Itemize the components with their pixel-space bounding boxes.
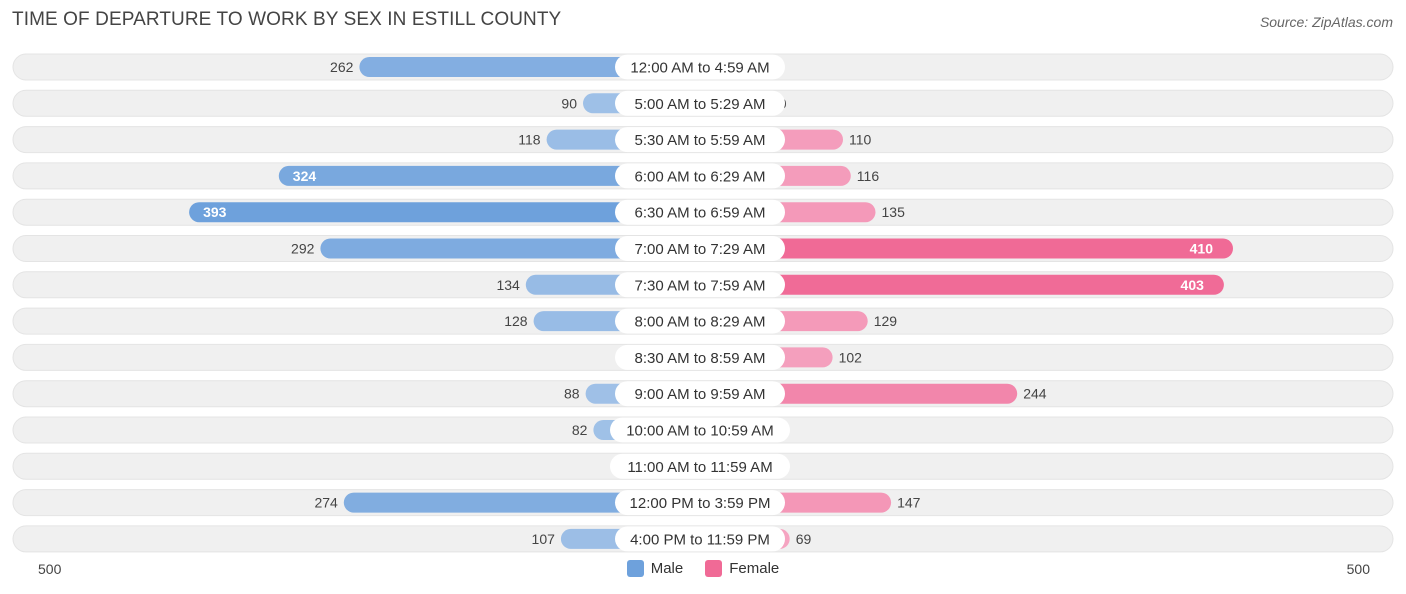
value-label-female: 129 bbox=[874, 313, 898, 329]
chart-source: Source: ZipAtlas.com bbox=[1259, 14, 1393, 30]
value-label-female: 102 bbox=[839, 349, 863, 365]
category-label: 6:00 AM to 6:29 AM bbox=[635, 168, 766, 185]
category-pill bbox=[615, 90, 785, 116]
value-label-male: 128 bbox=[504, 313, 528, 329]
value-label-male: 107 bbox=[532, 531, 556, 547]
value-label-male: 90 bbox=[561, 95, 577, 111]
category-label: 5:30 AM to 5:59 AM bbox=[635, 132, 766, 149]
value-label-female: 410 bbox=[1190, 241, 1214, 257]
category-label: 11:00 AM to 11:59 AM bbox=[627, 459, 772, 476]
value-label-female: 244 bbox=[1023, 386, 1047, 402]
value-label-female: 135 bbox=[882, 204, 906, 220]
chart-title: TIME OF DEPARTURE TO WORK BY SEX IN ESTI… bbox=[12, 9, 562, 30]
value-label-male: 118 bbox=[518, 132, 541, 148]
category-pill bbox=[615, 236, 785, 261]
category-label: 7:30 AM to 7:59 AM bbox=[635, 277, 766, 294]
category-label: 8:30 AM to 8:59 AM bbox=[635, 350, 766, 367]
legend-label-female: Female bbox=[729, 560, 780, 577]
category-label: 9:00 AM to 9:59 AM bbox=[635, 386, 766, 403]
legend-swatch-female bbox=[705, 560, 723, 577]
value-label-female: 147 bbox=[897, 495, 921, 511]
category-pill bbox=[615, 490, 785, 516]
value-label-female: 403 bbox=[1181, 277, 1205, 293]
value-label-male: 262 bbox=[330, 59, 354, 75]
category-label: 10:00 AM to 10:59 AM bbox=[626, 423, 774, 440]
category-label: 5:00 AM to 5:29 AM bbox=[635, 96, 766, 113]
value-label-male: 292 bbox=[291, 241, 315, 257]
value-label-female: 69 bbox=[796, 531, 812, 547]
legend-item-female: Female bbox=[705, 560, 779, 577]
value-label-male: 82 bbox=[572, 422, 588, 438]
category-pill bbox=[615, 163, 785, 189]
value-label-male: 134 bbox=[496, 277, 520, 293]
category-pill bbox=[615, 344, 785, 370]
legend-swatch-male bbox=[626, 560, 644, 577]
category-pill bbox=[615, 381, 785, 407]
category-label: 12:00 AM to 4:59 AM bbox=[630, 60, 769, 77]
value-label-male: 274 bbox=[314, 495, 338, 511]
category-label: 7:00 AM to 7:29 AM bbox=[635, 241, 766, 258]
value-label-male: 324 bbox=[293, 168, 317, 184]
axis-left-label: 500 bbox=[38, 561, 62, 577]
category-pill bbox=[615, 127, 785, 153]
legend-label-male: Male bbox=[650, 560, 684, 577]
value-label-female: 116 bbox=[857, 168, 880, 184]
bar-female bbox=[690, 238, 1233, 259]
category-label: 4:00 PM to 11:59 PM bbox=[630, 531, 770, 548]
category-pill bbox=[615, 199, 785, 225]
value-label-male: 393 bbox=[203, 204, 227, 220]
category-label: 8:00 AM to 8:29 AM bbox=[635, 314, 766, 331]
axis-right-label: 500 bbox=[1346, 561, 1370, 577]
value-label-male: 88 bbox=[564, 386, 580, 402]
bar-female bbox=[690, 274, 1224, 295]
category-pill bbox=[615, 272, 785, 298]
bar-male bbox=[189, 202, 711, 223]
legend-item-male: Male bbox=[626, 560, 684, 577]
category-label: 6:30 AM to 6:59 AM bbox=[635, 205, 766, 222]
category-pill bbox=[610, 417, 790, 443]
category-pill bbox=[615, 54, 785, 80]
category-pill bbox=[615, 308, 785, 334]
category-pill bbox=[610, 453, 790, 479]
category-pill bbox=[615, 526, 785, 552]
bar-male bbox=[278, 165, 710, 186]
bar-male bbox=[320, 238, 710, 259]
value-label-female: 110 bbox=[849, 132, 872, 148]
legend: Male Female bbox=[0, 560, 1406, 577]
category-label: 12:00 PM to 3:59 PM bbox=[630, 495, 771, 512]
